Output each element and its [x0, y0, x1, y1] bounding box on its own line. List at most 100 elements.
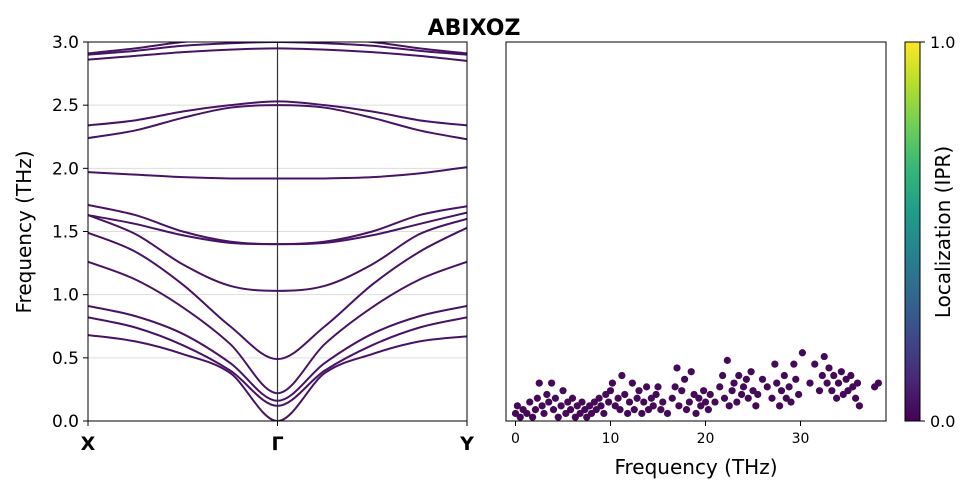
scatter-point — [776, 402, 784, 410]
scatter-point — [798, 349, 807, 357]
scatter-point — [678, 387, 686, 395]
scatter-point — [654, 383, 662, 391]
scatter-point — [852, 394, 860, 402]
scatter-point — [551, 394, 560, 402]
scatter-point — [663, 409, 672, 418]
scatter-point — [682, 406, 691, 414]
scatter-point — [600, 409, 608, 418]
scatter-point — [595, 394, 603, 402]
band-y-tick-label: 0.0 — [52, 412, 79, 432]
scatter-point — [701, 398, 710, 406]
scatter-x-ticks: 0 10 20 30 — [511, 421, 809, 447]
scatter-point — [828, 387, 836, 395]
scatter-point — [818, 371, 826, 380]
scatter-point — [847, 371, 855, 380]
scatter-point — [567, 406, 575, 414]
scatter-point — [738, 390, 746, 399]
scatter-point — [704, 406, 712, 414]
scatter-point — [711, 398, 719, 406]
scatter-point — [668, 394, 676, 402]
scatter-point — [723, 356, 731, 364]
scatter-point — [790, 360, 798, 368]
scatter-point — [742, 375, 750, 383]
scatter-point — [545, 398, 553, 406]
scatter-point — [659, 398, 667, 406]
scatter-point — [535, 379, 543, 387]
band-line — [88, 42, 467, 55]
scatter-point — [685, 398, 693, 406]
scatter-point — [716, 383, 724, 391]
scatter-point — [559, 387, 567, 395]
scatter-point — [513, 402, 522, 410]
scatter-point — [625, 398, 634, 406]
scatter-point — [787, 398, 795, 406]
scatter-point — [568, 394, 577, 402]
scatter-point — [606, 387, 615, 395]
scatter-point — [628, 379, 636, 387]
scatter-x-tick-label: 20 — [697, 431, 715, 447]
scatter-point — [614, 394, 622, 402]
band-y-axis-label: Frequency (THz) — [12, 150, 36, 313]
scatter-point — [618, 371, 626, 380]
scatter-point — [720, 394, 729, 402]
scatter-point — [549, 406, 558, 414]
colorbar: 0.0 1.0 Localization (IPR) — [904, 33, 955, 431]
scatter-point — [608, 379, 617, 387]
band-y-tick-label: 2.5 — [52, 96, 79, 116]
scatter-point — [815, 387, 824, 395]
scatter-point — [763, 383, 771, 391]
figure-title: ABIXOZ — [428, 16, 521, 41]
band-y-tick-label: 1.0 — [52, 286, 79, 306]
band-y-tick-label: 0.5 — [52, 349, 79, 369]
scatter-point — [806, 379, 814, 387]
scatter-x-tick-label: 0 — [511, 431, 520, 447]
scatter-point — [837, 368, 845, 376]
scatter-point — [730, 379, 738, 387]
colorbar-ticks: 0.0 1.0 — [920, 33, 955, 431]
scatter-point — [621, 390, 629, 399]
scatter-point — [855, 402, 864, 410]
band-y-tick-label: 2.0 — [52, 159, 79, 179]
scatter-point — [597, 402, 605, 410]
scatter-point — [728, 387, 736, 395]
scatter-point — [754, 390, 762, 399]
scatter-point — [578, 398, 586, 406]
scatter-point — [833, 394, 841, 402]
scatter-point — [687, 368, 695, 376]
scatter-point — [605, 398, 613, 406]
scatter-point — [758, 375, 767, 383]
scatter-point — [548, 379, 556, 387]
band-structure-panel: 0.0 0.5 1.0 1.5 2.0 2.5 3.0 X Γ Y Frequency (THz… — [12, 33, 474, 455]
colorbar-label: Localization (IPR) — [931, 146, 955, 318]
scatter-point — [733, 398, 741, 406]
scatter-point — [533, 394, 541, 402]
scatter-point — [652, 390, 660, 399]
scatter-x-axis-label: Frequency (THz) — [614, 455, 777, 479]
scatter-point — [785, 383, 793, 391]
scatter-x-tick-label: 30 — [792, 431, 810, 447]
band-x-tick-label: X — [81, 433, 96, 455]
scatter-point — [820, 352, 828, 361]
scatter-point — [538, 402, 546, 410]
scatter-panel: 0 10 20 30 Frequency (THz) — [505, 41, 887, 479]
scatter-point — [540, 409, 548, 418]
scatter-point — [635, 387, 643, 395]
scatter-point — [638, 409, 646, 418]
band-x-tick-label: Y — [459, 433, 474, 455]
scatter-point — [719, 371, 727, 380]
scatter-point — [823, 379, 831, 387]
scatter-point — [780, 371, 788, 380]
scatter-point — [695, 394, 703, 402]
colorbar-gradient — [904, 41, 921, 422]
scatter-point — [744, 394, 752, 402]
scatter-point — [516, 413, 524, 421]
scatter-point — [811, 360, 819, 368]
scatter-point — [630, 406, 638, 414]
scatter-point — [554, 413, 562, 421]
colorbar-tick-label: 1.0 — [930, 33, 955, 52]
scatter-point — [681, 375, 689, 383]
scatter-point — [825, 364, 833, 372]
scatter-point — [700, 387, 708, 395]
